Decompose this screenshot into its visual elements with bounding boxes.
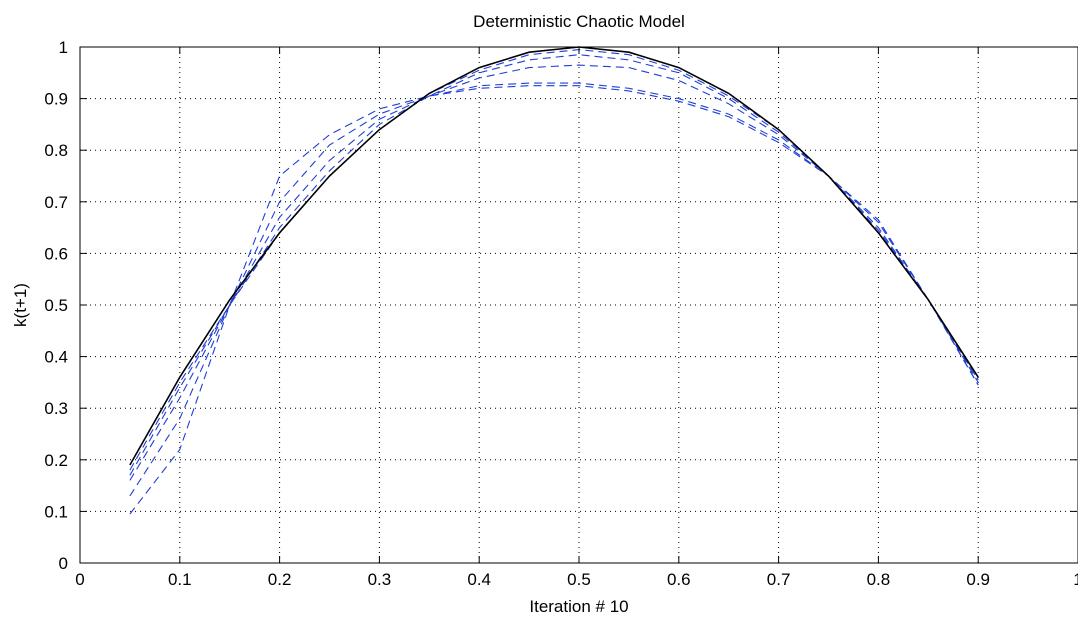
series-group — [129, 46, 979, 515]
x-tick-label-3: 0.3 — [368, 570, 392, 589]
grid-lines — [80, 47, 1078, 563]
y-tick-label-2: 0.2 — [44, 451, 68, 470]
x-tick-label-4: 0.4 — [467, 570, 491, 589]
x-tick-label-2: 0.2 — [268, 570, 292, 589]
y-tick-label-4: 0.4 — [44, 348, 68, 367]
y-tick-label-5: 0.5 — [44, 296, 68, 315]
x-tick-label-10: 1 — [1073, 570, 1078, 589]
x-tick-label-8: 0.8 — [867, 570, 891, 589]
x-axis-label: Iteration # 10 — [529, 597, 628, 616]
y-tick-label-0: 0 — [59, 554, 68, 573]
y-tick-label-6: 0.6 — [44, 244, 68, 263]
x-tick-label-1: 0.1 — [168, 570, 192, 589]
y-tick-label-7: 0.7 — [44, 193, 68, 212]
x-tick-label-7: 0.7 — [767, 570, 791, 589]
y-axis-label: k(t+1) — [11, 283, 30, 327]
series-line-3 — [129, 54, 979, 476]
y-tick-label-8: 0.8 — [44, 141, 68, 160]
y-tick-label-9: 0.9 — [44, 90, 68, 109]
x-tick-label-6: 0.6 — [667, 570, 691, 589]
x-tick-label-0: 0 — [75, 570, 84, 589]
x-axis-ticks: 0 0.1 0.2 0.3 0.4 0.5 0.6 0.7 0.8 0.9 1 — [75, 47, 1078, 589]
y-axis-ticks: 0 0.1 0.2 0.3 0.4 0.5 0.6 0.7 0.8 0.9 1 — [44, 38, 1077, 573]
x-tick-label-5: 0.5 — [567, 570, 591, 589]
chart-title: Deterministic Chaotic Model — [473, 12, 685, 31]
y-tick-label-10: 1 — [59, 38, 68, 57]
series-line-5 — [129, 82, 979, 497]
series-line-2 — [129, 49, 979, 471]
x-tick-label-9: 0.9 — [966, 570, 990, 589]
y-tick-label-3: 0.3 — [44, 399, 68, 418]
series-line-1 — [129, 46, 979, 466]
series-line-4 — [129, 64, 979, 481]
y-tick-label-1: 0.1 — [44, 502, 68, 521]
